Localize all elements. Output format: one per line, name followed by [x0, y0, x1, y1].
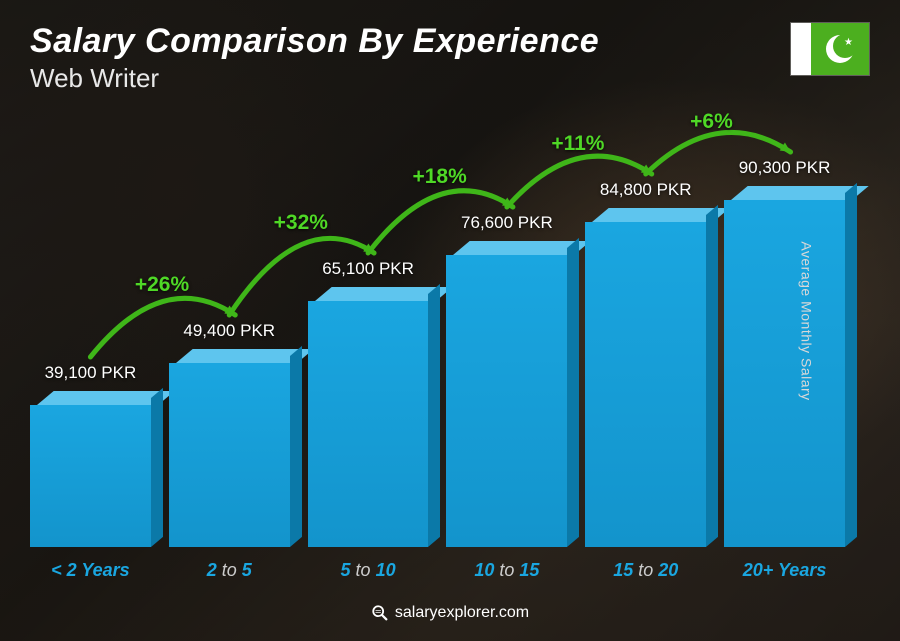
bar-value-label: 84,800 PKR [600, 180, 692, 200]
y-axis-label: Average Monthly Salary [798, 241, 814, 400]
x-axis-label: < 2 Years [30, 560, 151, 581]
bar-3d [30, 391, 151, 547]
x-axis-label: 15 to 20 [585, 560, 706, 581]
bar-3d [308, 287, 429, 547]
x-axis-labels: < 2 Years 2 to 5 5 to 10 10 to 15 15 to 20 20… [30, 560, 845, 581]
page-subtitle: Web Writer [30, 63, 599, 94]
footer-site: salaryexplorer.com [395, 604, 529, 622]
bar-column: 76,600 PKR [446, 213, 567, 547]
bar-front-face [308, 301, 429, 547]
flag-stripe-white [791, 23, 811, 75]
bar-value-label: 76,600 PKR [461, 213, 553, 233]
flag-field-green: ★ [811, 23, 870, 75]
bar-side-face [290, 346, 302, 547]
flag-pakistan-icon: ★ [790, 22, 870, 76]
bar-value-label: 39,100 PKR [45, 363, 137, 383]
bar-front-face [30, 405, 151, 547]
bars-container: 39,100 PKR 49,400 PKR 65,100 PKR 76,600 PKR… [30, 147, 845, 547]
bar-side-face [567, 238, 579, 547]
footer: salaryexplorer.com [0, 604, 900, 627]
bar-3d [724, 186, 845, 547]
bar-value-label: 49,400 PKR [183, 321, 275, 341]
x-axis-label: 20+ Years [724, 560, 845, 581]
bar-front-face [585, 222, 706, 547]
bar-column: 65,100 PKR [308, 259, 429, 547]
bar-front-face [169, 363, 290, 547]
star-icon: ★ [844, 37, 853, 48]
bar-3d [585, 208, 706, 547]
x-axis-label: 2 to 5 [169, 560, 290, 581]
magnifier-icon [371, 604, 389, 622]
bar-side-face [706, 205, 718, 547]
bar-front-face [724, 200, 845, 547]
x-axis-label: 5 to 10 [308, 560, 429, 581]
bar-column: 84,800 PKR [585, 180, 706, 547]
bar-3d [446, 241, 567, 547]
bar-side-face [845, 183, 857, 547]
bar-front-face [446, 255, 567, 547]
bar-column: 39,100 PKR [30, 363, 151, 547]
footer-logo: salaryexplorer.com [371, 604, 529, 622]
bar-value-label: 90,300 PKR [739, 158, 831, 178]
bar-value-label: 65,100 PKR [322, 259, 414, 279]
bar-side-face [428, 284, 440, 547]
title-block: Salary Comparison By Experience Web Writ… [30, 22, 599, 94]
bar-column: 49,400 PKR [169, 321, 290, 547]
page-title: Salary Comparison By Experience [30, 22, 599, 61]
header: Salary Comparison By Experience Web Writ… [30, 22, 870, 94]
x-axis-label: 10 to 15 [446, 560, 567, 581]
bar-column: 90,300 PKR [724, 158, 845, 547]
chart-area: 39,100 PKR 49,400 PKR 65,100 PKR 76,600 PKR… [30, 120, 845, 581]
bar-side-face [151, 388, 163, 547]
bar-3d [169, 349, 290, 547]
